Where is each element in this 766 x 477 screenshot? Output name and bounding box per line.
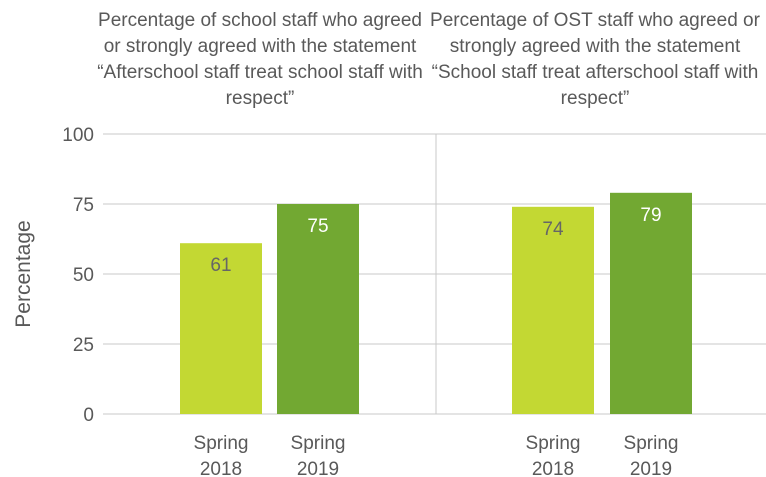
y-tick-label-75: 75 xyxy=(73,195,94,216)
x-tick-label-panel1-2-line1: Spring xyxy=(291,433,346,454)
bar-panel1-spring-2019 xyxy=(277,204,359,414)
bar-panel2-spring-2019 xyxy=(610,192,692,414)
data-label-panel2-spring-2018: 74 xyxy=(542,219,564,240)
x-axis-labels: Spring 2018 Spring 2019 Spring 2018 Spring 2019 xyxy=(194,433,679,477)
data-label-panel2-spring-2019: 79 xyxy=(640,205,661,226)
x-tick-label-panel2-2-line2: 2019 xyxy=(630,459,672,477)
panel-title-school-staff: Percentage of school staff who agreed or… xyxy=(97,10,423,109)
bar-panel1-spring-2018 xyxy=(180,243,262,414)
bars: 61 75 74 79 xyxy=(180,192,692,414)
y-tick-label-50: 50 xyxy=(73,265,94,286)
panel-title-ost-staff: Percentage of OST staff who agreed or st… xyxy=(430,10,760,109)
data-label-panel1-spring-2018: 61 xyxy=(210,255,231,276)
y-tick-label-100: 100 xyxy=(62,125,94,146)
y-axis-label: Percentage xyxy=(12,220,35,327)
y-tick-label-0: 0 xyxy=(83,405,94,426)
y-axis-ticks: 0 25 50 75 100 xyxy=(62,125,94,426)
x-tick-label-panel1-2-line2: 2019 xyxy=(297,459,339,477)
y-tick-label-25: 25 xyxy=(73,335,94,356)
bar-panel2-spring-2018 xyxy=(512,206,594,414)
x-tick-label-panel2-1-line1: Spring xyxy=(526,433,581,454)
x-tick-label-panel2-1-line2: 2018 xyxy=(532,459,574,477)
x-tick-label-panel2-2-line1: Spring xyxy=(624,433,679,454)
data-label-panel1-spring-2019: 75 xyxy=(307,216,328,237)
x-tick-label-panel1-1-line1: Spring xyxy=(194,433,249,454)
x-tick-label-panel1-1-line2: 2018 xyxy=(200,459,242,477)
